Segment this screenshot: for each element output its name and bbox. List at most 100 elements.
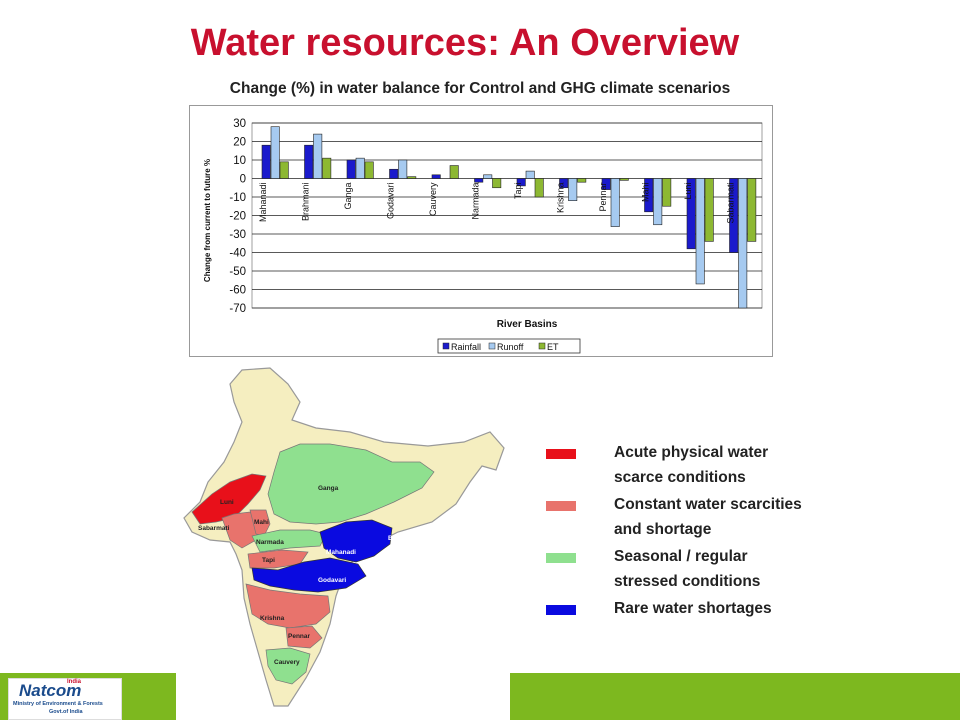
bar xyxy=(525,170,535,179)
bar xyxy=(313,133,323,179)
chart-legend-label: Rainfall xyxy=(451,342,481,352)
chart-legend-swatch xyxy=(442,342,450,350)
map-basin-label: Sabarmati xyxy=(198,525,230,532)
map-basin-label: Cauvery xyxy=(274,659,300,666)
legend-swatch xyxy=(546,553,576,563)
y-tick-label: 30 xyxy=(233,118,246,130)
bar xyxy=(619,178,629,181)
bar xyxy=(346,159,356,179)
bar xyxy=(516,178,526,187)
map-basin-ganga xyxy=(267,443,435,525)
bar xyxy=(695,178,705,285)
x-category-label: Pennar xyxy=(598,183,608,212)
bar xyxy=(492,178,502,189)
logo-ministry: Ministry of Environment & Forests xyxy=(13,701,103,707)
map-basin-label: Pennar xyxy=(288,633,311,640)
x-category-label: Tapi xyxy=(513,183,523,200)
map-basin-label: Mahi xyxy=(254,519,269,526)
map-legend: Acute physical water scarce conditions C… xyxy=(540,440,802,648)
x-category-label: Narmada xyxy=(471,183,481,220)
bar xyxy=(261,144,271,179)
y-tick-label: -70 xyxy=(229,303,246,315)
bar xyxy=(355,157,365,179)
chart-legend-swatch xyxy=(538,342,546,350)
map-basin-label: Tapi xyxy=(262,557,275,564)
bar xyxy=(449,165,459,179)
bar xyxy=(304,144,314,179)
y-tick-label: 0 xyxy=(240,174,246,186)
bar xyxy=(686,178,696,250)
map-basin-label: Brahmani xyxy=(388,535,418,542)
map-basin-brahmani-mahanadi xyxy=(319,519,393,563)
logo-name: Natcom xyxy=(19,681,82,700)
map-basin-label: Narmada xyxy=(256,539,284,546)
y-tick-label: -60 xyxy=(229,285,246,297)
bar xyxy=(474,178,484,183)
legend-swatch xyxy=(546,501,576,511)
bar xyxy=(729,178,739,253)
x-category-label: Krishna xyxy=(556,183,566,214)
chart-svg: 30 20 10 0 -10 -20 -30 -40 -50 -60 -70 Mahanadi Brah… xyxy=(203,118,763,354)
legend-item: Rare water shortages xyxy=(540,596,800,648)
legend-swatch xyxy=(546,449,576,459)
bar xyxy=(644,178,654,213)
page-title: Water resources: An Overview xyxy=(190,22,740,64)
y-tick-label: 10 xyxy=(233,155,246,167)
map-basin-godavari xyxy=(251,557,367,593)
map-basin-mahi xyxy=(249,509,271,537)
x-category-label: Mahi xyxy=(641,183,651,203)
bar xyxy=(601,178,611,190)
y-tick-label: -50 xyxy=(229,266,246,278)
x-category-label: Godavari xyxy=(386,183,396,220)
bar xyxy=(704,178,714,242)
x-category-label: Mahanadi xyxy=(258,183,268,223)
legend-label: Seasonal / regular stressed conditions xyxy=(614,548,761,590)
water-balance-chart: 30 20 10 0 -10 -20 -30 -40 -50 -60 -70 Mahanadi Brah… xyxy=(189,105,773,357)
y-tick-label: -20 xyxy=(229,211,246,223)
legend-item: Acute physical water scarce conditions xyxy=(540,440,800,492)
legend-label: Acute physical water scarce conditions xyxy=(614,444,769,486)
legend-swatch xyxy=(546,605,576,615)
map-basin-label: Ganga xyxy=(318,485,339,492)
map-basin-label: Luni xyxy=(220,499,234,506)
chart-legend-label: Runoff xyxy=(497,342,524,352)
x-category-label: Sabarmati xyxy=(726,183,736,224)
bar xyxy=(407,176,417,179)
logo-govt: Govt.of India xyxy=(49,709,83,715)
bar xyxy=(322,157,332,179)
legend-label: Rare water shortages xyxy=(614,600,772,617)
x-category-label: Luni xyxy=(683,182,693,199)
map-basin-cauvery xyxy=(265,647,311,685)
x-category-label: Cauvery xyxy=(428,182,438,216)
y-tick-label: -30 xyxy=(229,229,246,241)
legend-item: Seasonal / regular stressed conditions xyxy=(540,544,800,596)
y-axis-label: Change from current to future % xyxy=(203,159,212,282)
bar xyxy=(577,178,587,183)
bar xyxy=(270,126,280,179)
bar xyxy=(653,178,663,226)
x-category-label: Ganga xyxy=(343,183,353,210)
bar xyxy=(483,174,493,179)
legend-item: Constant water scarcities and shortage xyxy=(540,492,802,544)
map-basin-krishna xyxy=(245,583,331,629)
x-axis-label: River Basins xyxy=(497,319,558,330)
map-basin-label: Krishna xyxy=(260,615,285,622)
y-tick-label: -10 xyxy=(229,192,246,204)
footer-bar-right xyxy=(510,673,960,720)
map-basin-label: Mahanadi xyxy=(326,549,356,556)
natcom-logo: Natcom India Ministry of Environment & F… xyxy=(8,678,122,720)
y-tick-label: 20 xyxy=(233,137,246,149)
logo-tag: India xyxy=(67,679,82,685)
map-basin-label: Godavari xyxy=(318,577,346,584)
bar xyxy=(398,159,408,179)
bar xyxy=(431,174,441,179)
bar xyxy=(747,178,757,242)
bar xyxy=(279,161,289,179)
bar xyxy=(389,168,399,179)
chart-legend-box xyxy=(437,338,581,354)
map-labels: Luni Sabarmati Ganga Narmada Brahmani Mahanad… xyxy=(198,485,418,666)
map-basin-luni xyxy=(191,473,267,525)
bar xyxy=(364,161,374,179)
map-basin-pennar xyxy=(285,625,323,649)
bar xyxy=(534,178,544,198)
